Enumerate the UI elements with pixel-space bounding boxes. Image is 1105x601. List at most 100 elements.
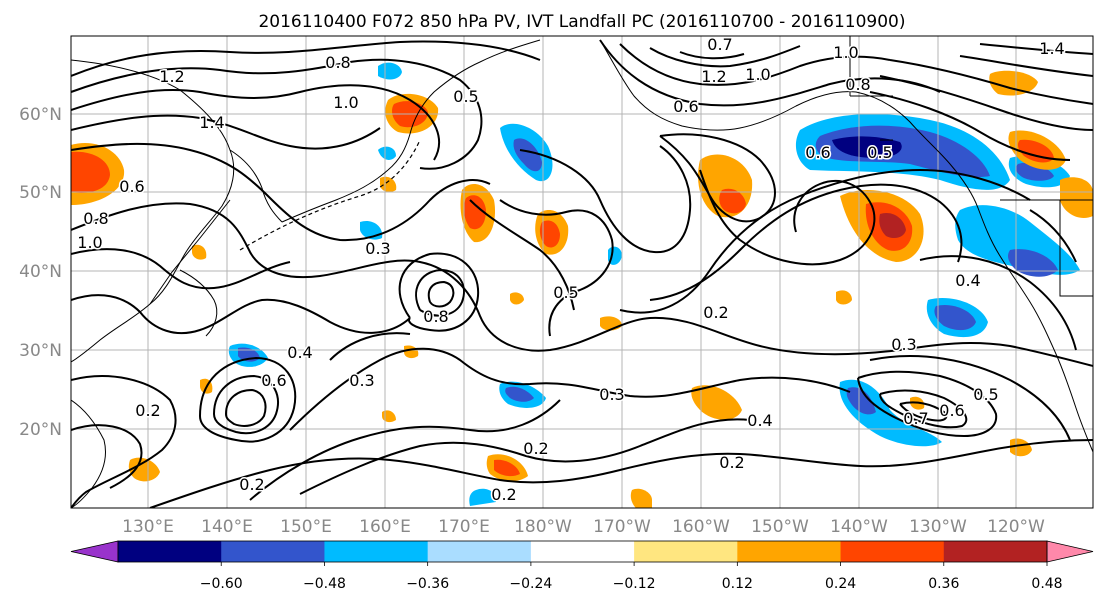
shade-orange bbox=[630, 488, 652, 508]
shade-blue-dark bbox=[832, 136, 902, 158]
contour-label: 0.2 bbox=[523, 439, 548, 458]
boundary-dashed bbox=[239, 139, 421, 251]
colorbar-tick-label: 0.12 bbox=[722, 576, 753, 592]
shade-blue-mid bbox=[934, 304, 976, 331]
pv-contours bbox=[71, 39, 1093, 508]
shade-red bbox=[463, 195, 486, 230]
colorbar-tick-label: 0.36 bbox=[928, 576, 959, 592]
colorbar-extend-high bbox=[1046, 540, 1094, 563]
contour-label: 1.0 bbox=[833, 43, 858, 62]
contour-label: 0.2 bbox=[491, 485, 516, 504]
shade-orange bbox=[691, 385, 742, 420]
contour-label: 1.4 bbox=[1039, 39, 1064, 58]
contour-label: 0.5 bbox=[553, 283, 578, 302]
contour-label: 0.8 bbox=[83, 209, 108, 228]
latitude-labels: 60°N 50°N 40°N 30°N 20°N bbox=[19, 105, 62, 440]
colorbar: −0.60 −0.48 −0.36 −0.24 −0.12 0.12 0.24 0.36 0.4… bbox=[70, 540, 1094, 592]
shade-orange bbox=[128, 457, 160, 482]
contour-label: 0.3 bbox=[349, 371, 374, 390]
contour-label: 0.6 bbox=[805, 143, 830, 162]
shade-lightblue bbox=[378, 62, 402, 80]
colorbar-frame bbox=[117, 540, 1048, 563]
shade-orange bbox=[836, 290, 852, 305]
longitude-label: 160°W bbox=[672, 517, 730, 537]
colorbar-tick-label: −0.36 bbox=[406, 576, 449, 592]
shade-orange bbox=[1060, 177, 1093, 219]
colorbar-tick-label: 0.24 bbox=[825, 576, 856, 592]
colorbar-tick-label: −0.60 bbox=[200, 576, 243, 592]
contour-label: 1.0 bbox=[333, 93, 358, 112]
contour-labels: 1.20.81.0 0.51.40.80.61.0 0.30.50.20.30.40… bbox=[76, 35, 1066, 506]
longitude-label: 120°W bbox=[987, 517, 1045, 537]
colorbar-segment bbox=[943, 541, 1048, 562]
contour-label: 0.4 bbox=[287, 343, 312, 362]
latitude-label: 50°N bbox=[19, 183, 62, 203]
longitude-label: 140°E bbox=[201, 517, 253, 537]
contour-label: 0.7 bbox=[903, 409, 928, 428]
map-frame bbox=[70, 35, 1094, 509]
contour-label: 1.0 bbox=[745, 65, 770, 84]
contour-label: 1.2 bbox=[701, 67, 726, 86]
latitude-label: 40°N bbox=[19, 262, 62, 282]
colorbar-segment bbox=[634, 541, 738, 562]
latitude-label: 30°N bbox=[19, 341, 62, 361]
contour-label: 0.2 bbox=[719, 453, 744, 472]
map-panel: 1.20.81.0 0.51.40.80.61.0 0.30.50.20.30.40… bbox=[71, 35, 1093, 508]
longitude-label: 170°E bbox=[438, 517, 490, 537]
contour-label: 0.6 bbox=[673, 97, 698, 116]
colorbar-extend-low bbox=[70, 540, 119, 563]
contour-label: 0.2 bbox=[135, 401, 160, 420]
contour-label: 0.8 bbox=[423, 307, 448, 326]
pv-shading bbox=[71, 62, 1093, 508]
colorbar-tick-label: −0.48 bbox=[303, 576, 346, 592]
shade-blue-mid bbox=[1008, 249, 1058, 277]
colorbar-segment bbox=[324, 541, 429, 562]
shade-lightblue bbox=[378, 146, 396, 160]
shade-blue-mid bbox=[846, 387, 876, 415]
shade-blue-mid bbox=[1016, 162, 1054, 181]
contour-label: 0.7 bbox=[707, 35, 732, 54]
contour-label: 0.3 bbox=[599, 385, 624, 404]
contour-label: 0.5 bbox=[867, 143, 892, 162]
colorbar-segment bbox=[427, 541, 532, 562]
contour-label: 0.3 bbox=[365, 239, 390, 258]
colorbar-segment bbox=[840, 541, 945, 562]
contour-label: 0.5 bbox=[453, 87, 478, 106]
colorbar-segment bbox=[530, 541, 635, 562]
longitude-label: 160°E bbox=[359, 517, 411, 537]
shade-red bbox=[539, 220, 560, 248]
shade-orange bbox=[989, 70, 1038, 96]
longitude-label: 130°W bbox=[909, 517, 967, 537]
contour-label: 0.4 bbox=[955, 271, 980, 290]
longitude-label: 170°W bbox=[593, 517, 651, 537]
figure-title: 2016110400 F072 850 hPa PV, IVT Landfall… bbox=[258, 12, 905, 32]
longitude-label: 180°W bbox=[514, 517, 572, 537]
contour-label: 0.2 bbox=[239, 475, 264, 494]
shade-blue-outer bbox=[469, 488, 497, 506]
colorbar-segment bbox=[221, 541, 325, 562]
shade-blue-outer bbox=[955, 205, 1080, 275]
shade-red bbox=[71, 151, 110, 193]
latitude-label: 60°N bbox=[19, 105, 62, 125]
contour-label: 1.0 bbox=[77, 233, 102, 252]
shade-darkred bbox=[879, 212, 906, 238]
longitude-label: 150°E bbox=[280, 517, 332, 537]
contour-label: 0.5 bbox=[973, 385, 998, 404]
colorbar-segment bbox=[737, 541, 842, 562]
contour-label: 1.4 bbox=[199, 113, 224, 132]
contour-label: 1.2 bbox=[159, 67, 184, 86]
latitude-label: 20°N bbox=[19, 420, 62, 440]
shade-blue-inner bbox=[513, 138, 542, 172]
contour-label: 0.6 bbox=[119, 177, 144, 196]
contour-label: 0.3 bbox=[891, 335, 916, 354]
contour-label: 0.8 bbox=[325, 53, 350, 72]
shade-orange bbox=[510, 292, 524, 305]
shade-blue-mid bbox=[505, 386, 534, 402]
longitude-labels: 130°E 140°E 150°E 160°E 170°E 180°W 170°W 160°W… bbox=[122, 517, 1045, 537]
contour-label: 0.4 bbox=[747, 411, 772, 430]
colorbar-tick-label: 0.48 bbox=[1031, 576, 1062, 592]
contour-label: 0.6 bbox=[261, 371, 286, 390]
contour-label: 0.6 bbox=[939, 401, 964, 420]
shade-red bbox=[494, 459, 520, 477]
